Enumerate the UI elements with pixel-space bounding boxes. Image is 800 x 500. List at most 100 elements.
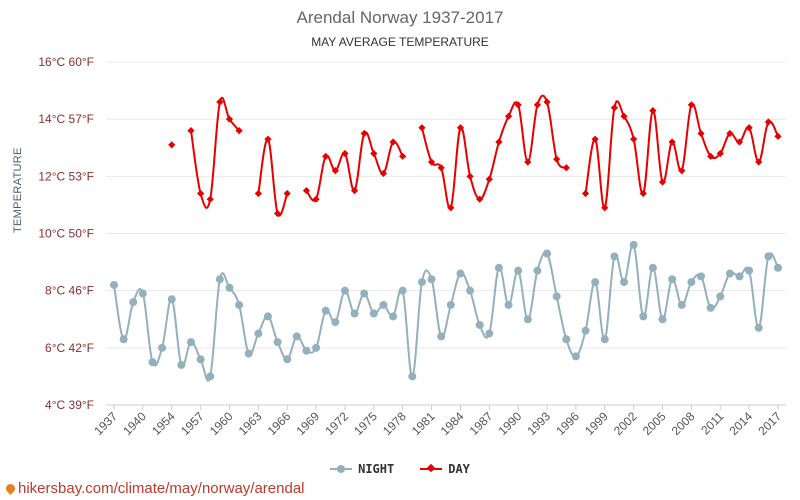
series-day-point: [187, 127, 195, 135]
series-day-point: [504, 112, 513, 120]
series-night-point: [658, 315, 667, 324]
series-night-point: [485, 329, 494, 338]
series-night-point: [610, 252, 619, 261]
series-day-point: [466, 172, 474, 180]
x-tick-label: 1972: [322, 409, 351, 438]
series-day-point: [533, 101, 542, 109]
series-night-point: [466, 286, 475, 295]
x-tick-label: 2002: [611, 409, 640, 438]
series-day-point: [524, 158, 532, 166]
series-day-point: [668, 138, 676, 146]
series-night-point: [389, 312, 398, 321]
series-day-point: [379, 169, 388, 178]
series-day-point: [456, 124, 465, 132]
watermark-text: hikersbay.com/climate/may/norway/arendal: [18, 480, 305, 497]
series-night-point: [206, 372, 215, 381]
y-tick-label: 12°C 53°F: [38, 169, 94, 183]
x-tick-label: 2011: [698, 409, 726, 437]
series-day-point: [389, 138, 397, 146]
series-day-point: [620, 112, 628, 120]
series-day-point: [370, 149, 378, 158]
series-night-point: [167, 295, 176, 304]
series-day-line: [257, 138, 289, 217]
series-night-point: [331, 318, 340, 327]
series-night-point: [148, 358, 157, 367]
series-day-point: [341, 149, 349, 158]
series-night-point: [600, 335, 609, 344]
location-pin-icon: [4, 482, 17, 495]
series-day-point: [630, 135, 638, 143]
series-day-point: [639, 189, 647, 198]
series-day-point: [755, 158, 763, 166]
series-night-point: [138, 289, 147, 298]
series-night-point: [110, 280, 118, 289]
series-day-point: [235, 127, 243, 135]
series-night-point: [254, 329, 263, 338]
chart-legend: NIGHT DAY: [0, 462, 800, 476]
series-day-point: [216, 98, 224, 106]
series-night-point: [427, 275, 436, 284]
series-day-point: [254, 189, 262, 198]
series-night-point: [129, 298, 138, 307]
series-day-point: [687, 101, 695, 109]
legend-item-night[interactable]: NIGHT: [330, 462, 394, 476]
y-axis-label: TEMPERATURE: [12, 147, 24, 233]
series-day-point: [697, 129, 705, 138]
series-night-point: [697, 272, 706, 281]
series-day-point: [745, 124, 753, 132]
series-night-point: [225, 283, 234, 292]
series-day-line: [189, 96, 240, 209]
series-night-point: [244, 349, 253, 358]
chart-title: Arendal Norway 1937-2017: [296, 8, 504, 27]
legend-item-day[interactable]: DAY: [420, 462, 470, 476]
series-night: [110, 240, 782, 382]
series-night-point: [215, 275, 224, 284]
x-tick-label: 1954: [149, 409, 178, 438]
series-night-point: [360, 289, 369, 298]
series-day-point: [360, 129, 368, 138]
series-day-point: [774, 132, 782, 140]
y-tick-label: 16°C 60°F: [38, 55, 94, 69]
x-tick-label: 1975: [351, 409, 380, 438]
series-night-point: [571, 352, 580, 361]
x-tick-label: 1978: [380, 409, 409, 438]
series-day-point: [264, 135, 272, 143]
series-night-point: [475, 320, 484, 329]
x-tick-label: 2017: [755, 409, 784, 438]
series-night-point: [552, 292, 561, 301]
series-day-point: [418, 124, 426, 132]
series-day-point: [649, 106, 657, 115]
x-tick-label: 2008: [669, 409, 698, 438]
series-night-point: [350, 309, 359, 318]
series-day-point: [427, 158, 436, 166]
series-day-point: [601, 204, 609, 212]
series-day-point: [562, 164, 570, 172]
legend-night-swatch: [330, 465, 353, 473]
series-night-point: [716, 292, 725, 301]
series-night-point: [273, 338, 282, 347]
series-night-point: [186, 338, 195, 347]
series-day: [168, 94, 782, 218]
chart-subtitle: MAY AVERAGE TEMPERATURE: [311, 35, 489, 49]
series-day-point: [206, 195, 214, 203]
x-tick-label: 2005: [640, 409, 669, 438]
watermark-link[interactable]: hikersbay.com/climate/may/norway/arendal: [4, 480, 305, 497]
series-night-point: [196, 355, 205, 364]
y-tick-label: 4°C 39°F: [45, 398, 94, 412]
y-axis-ticks: 16°C 60°F 14°C 57°F 12°C 53°F 10°C 50°F 8°C …: [38, 55, 94, 412]
y-tick-label: 6°C 42°F: [45, 341, 94, 355]
series-night-point: [754, 323, 763, 332]
x-tick-label: 1960: [207, 409, 236, 438]
series-day-point: [273, 209, 282, 218]
x-tick-label: 1999: [582, 409, 611, 438]
x-tick-label: 1990: [496, 409, 525, 438]
series-night-point: [639, 312, 648, 321]
series-night-point: [292, 332, 301, 341]
series-day-point: [581, 189, 590, 198]
series-night-point: [725, 269, 734, 278]
series-day-point: [225, 115, 234, 123]
series-day-point: [312, 195, 320, 203]
series-day-point: [495, 138, 503, 146]
series-day-point: [610, 104, 619, 112]
